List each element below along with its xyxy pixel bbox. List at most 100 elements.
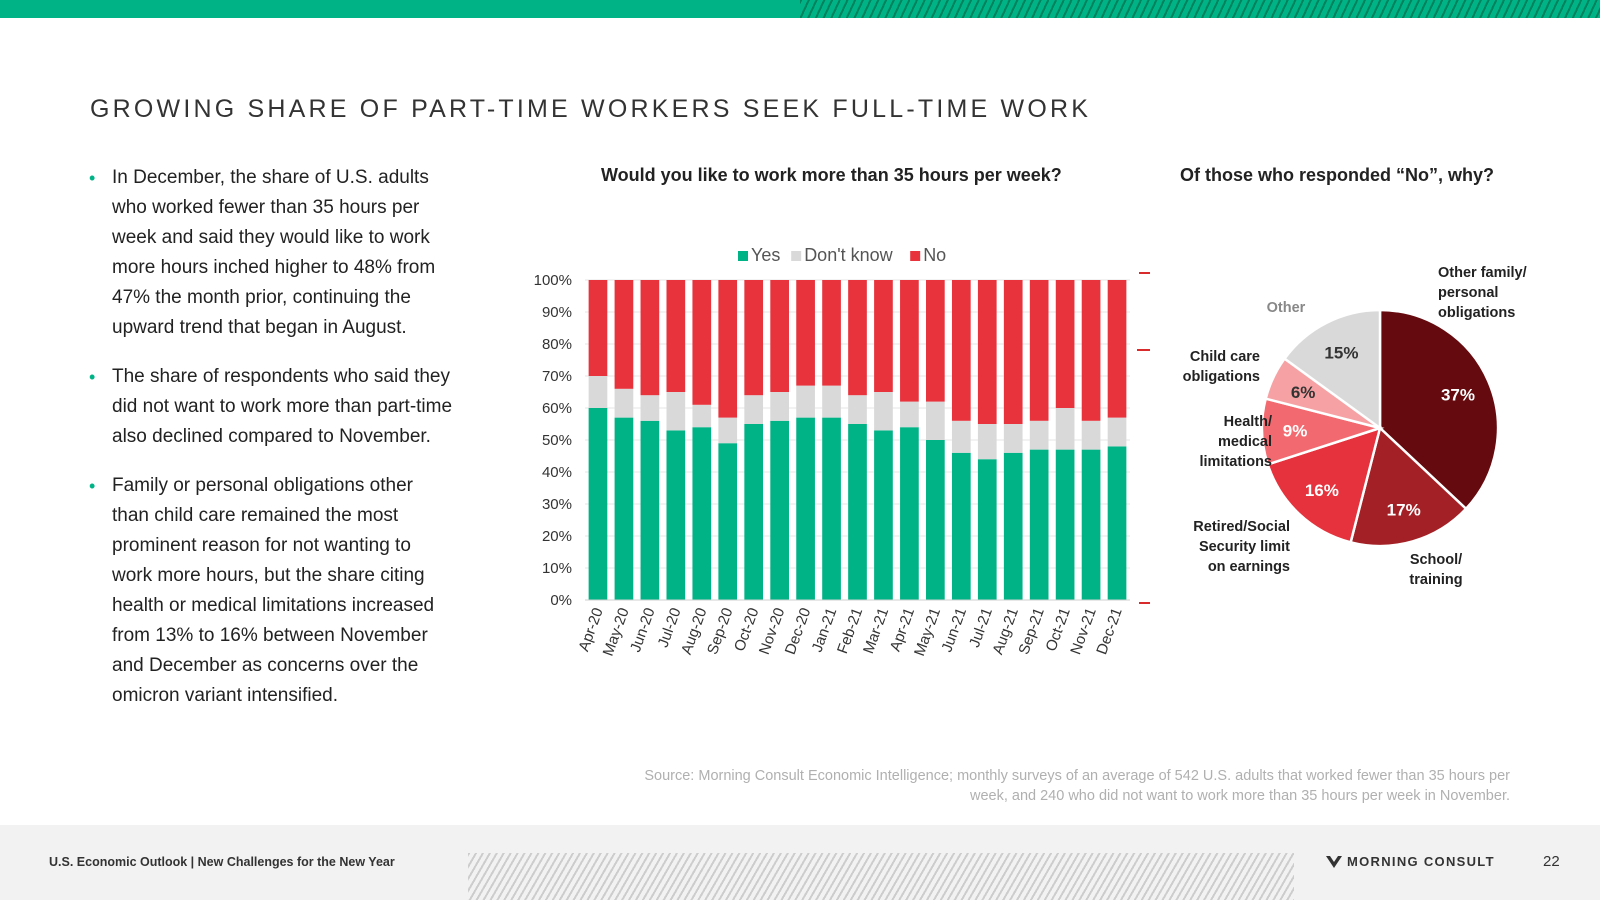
y-tick-label: 40%	[542, 464, 572, 481]
bar-segment-no	[770, 280, 789, 392]
bar-segment-yes	[718, 443, 738, 600]
bar-segment-yes	[951, 452, 971, 600]
pie-category-label-line: Health/	[1224, 414, 1272, 430]
bar-segment-no	[1107, 280, 1127, 418]
pie-value-label: 17%	[1387, 501, 1421, 520]
top-hatch-pattern	[800, 0, 1600, 18]
pie-category-label-line: limitations	[1199, 454, 1272, 470]
pie-slice	[1349, 425, 1468, 548]
bar-segment-no	[848, 280, 867, 396]
bullet-dot-icon: •	[89, 367, 96, 387]
brand-logo: MORNING CONSULT	[1326, 854, 1495, 869]
bar-segment-no	[874, 280, 893, 392]
pie-value-label: 15%	[1324, 343, 1358, 362]
bar-segment-yes	[744, 424, 764, 600]
bar-segment-yes	[1081, 449, 1101, 600]
y-tick-label: 60%	[542, 400, 572, 417]
legend-label: No	[923, 245, 946, 265]
y-tick-label: 70%	[542, 368, 572, 385]
bar-segment-yes	[848, 424, 867, 600]
bar-segment-don-t-know	[796, 385, 815, 418]
bar-segment-yes	[1029, 449, 1049, 600]
y-tick-label: 90%	[542, 304, 572, 321]
legend-swatch	[791, 251, 802, 261]
stacked-bar-chart: 0%10%20%30%40%50%60%70%80%90%100%Apr-20M…	[534, 245, 1150, 658]
bar-segment-don-t-know	[822, 385, 841, 418]
pie-category-label: Health/medical limitations	[1199, 414, 1272, 470]
bar-segment-yes	[770, 420, 789, 600]
pie-category-label-line: training	[1409, 572, 1462, 588]
page-title: GROWING SHARE OF PART-TIME WORKERS SEEK …	[90, 95, 1092, 123]
bar-chart-title: Would you like to work more than 35 hour…	[601, 165, 1062, 185]
pie-category-label-line: School/	[1410, 552, 1462, 568]
bar-segment-no	[796, 280, 815, 386]
bar-segment-no	[666, 280, 686, 392]
bar-segment-don-t-know	[874, 392, 893, 431]
pie-value-label: 37%	[1441, 385, 1475, 404]
pie-category-label-line: obligations	[1183, 369, 1260, 385]
bullet-item: • In December, the share of U.S. adults w…	[88, 163, 453, 343]
bar-segment-no	[692, 280, 712, 405]
bullet-text: Family or personal obligations other tha…	[112, 475, 435, 706]
pie-category-label-line: medical	[1218, 434, 1272, 450]
bullet-item: • Family or personal obligations other th…	[88, 471, 453, 711]
bar-segment-no	[926, 280, 945, 402]
bar-segment-no	[588, 280, 608, 376]
bullet-dot-icon: •	[89, 168, 96, 188]
bar-segment-don-t-know	[614, 388, 634, 418]
pie-category-label-line: Child care	[1190, 349, 1260, 365]
bar-segment-don-t-know	[770, 392, 789, 421]
bullet-text: In December, the share of U.S. adults wh…	[112, 167, 436, 338]
bar-segment-yes	[977, 459, 997, 600]
bar-segment-no	[1003, 280, 1023, 424]
y-tick-label: 10%	[542, 560, 572, 577]
pie-chart-title: Of those who responded “No”, why?	[1180, 165, 1495, 185]
bar-segment-don-t-know	[718, 417, 738, 444]
pie-slice	[1282, 308, 1382, 431]
y-tick-label: 30%	[542, 496, 572, 513]
bar-segment-no	[718, 280, 738, 418]
footer-title: U.S. Economic Outlook | New Challenges f…	[49, 855, 395, 869]
bar-segment-yes	[1107, 446, 1127, 600]
bar-segment-yes	[874, 430, 893, 600]
bar-segment-no	[951, 280, 971, 421]
bar-segment-yes	[796, 417, 815, 600]
bar-segment-don-t-know	[926, 401, 945, 440]
bar-segment-yes	[1055, 449, 1075, 600]
bar-segment-yes	[588, 408, 608, 600]
pie-value-label: 16%	[1305, 481, 1339, 500]
pie-value-label: 6%	[1291, 383, 1316, 402]
bar-segment-no	[640, 280, 660, 396]
bar-segment-no	[744, 280, 764, 396]
pie-category-label-line: Retired/Social	[1193, 519, 1290, 535]
bar-segment-no	[614, 280, 634, 389]
bar-segment-no	[1055, 280, 1075, 408]
bar-segment-no	[1081, 280, 1101, 421]
pie-category-label: Other family/personal obligations	[1438, 265, 1527, 321]
bullet-dot-icon: •	[89, 476, 96, 496]
bar-segment-don-t-know	[640, 395, 660, 421]
bullet-item: • The share of respondents who said they …	[88, 362, 453, 452]
bullet-text: The share of respondents who said they d…	[112, 366, 453, 447]
legend-swatch	[910, 251, 921, 261]
bar-segment-don-t-know	[1003, 424, 1023, 453]
pie-chart: 37% Other family/personal obligations 17% Sc…	[1183, 265, 1527, 588]
pie-category-label: School/training	[1409, 552, 1462, 588]
bar-segment-don-t-know	[977, 424, 997, 460]
bar-segment-don-t-know	[900, 401, 919, 428]
pie-category-label: Child care obligations	[1183, 349, 1260, 385]
bar-segment-no	[822, 280, 841, 386]
pie-category-label-line: on earnings	[1208, 559, 1290, 575]
pie-category-label-line: obligations	[1438, 305, 1515, 321]
legend-label: Yes	[751, 245, 780, 265]
legend-label: Don't know	[804, 245, 893, 265]
bar-segment-yes	[900, 427, 919, 600]
bar-segment-no	[900, 280, 919, 402]
pie-category-label-line: Other	[1267, 300, 1306, 316]
bar-segment-no	[977, 280, 997, 424]
logo-text: MORNING CONSULT	[1347, 854, 1495, 869]
bar-segment-yes	[666, 430, 686, 600]
bar-segment-don-t-know	[588, 376, 608, 408]
y-tick-label: 0%	[550, 592, 572, 609]
bar-segment-yes	[692, 427, 712, 600]
